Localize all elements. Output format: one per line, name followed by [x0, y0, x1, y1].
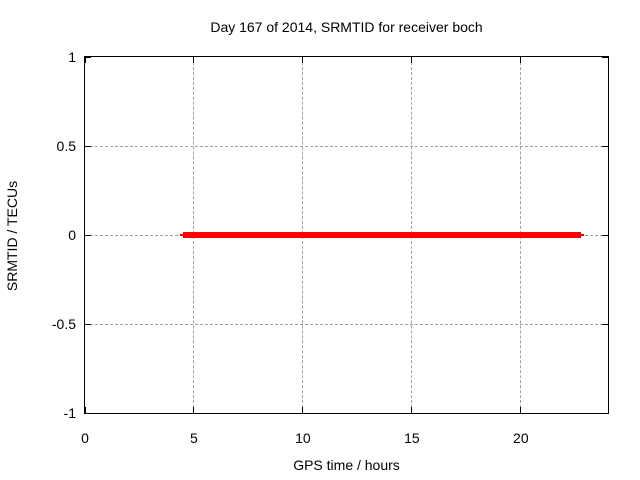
x-tick-top	[193, 57, 195, 63]
x-tick-top	[411, 57, 413, 63]
y-tick-right	[602, 234, 608, 236]
x-tick-label: 0	[81, 430, 89, 446]
x-tick-label: 5	[190, 430, 198, 446]
x-tick-top	[302, 57, 304, 63]
y-tick-label: -0.5	[51, 316, 76, 332]
y-tick-right	[602, 412, 608, 414]
y-tick-label: -1	[63, 405, 76, 421]
x-tick-bottom	[84, 407, 86, 413]
x-tick-label: 20	[513, 430, 529, 446]
x-tick-top	[84, 57, 86, 63]
y-tick-left	[85, 234, 91, 236]
chart-title: Day 167 of 2014, SRMTID for receiver boc…	[210, 19, 483, 35]
y-tick-right	[602, 56, 608, 58]
y-tick-left	[85, 323, 91, 325]
y-tick-label: 0.5	[56, 138, 76, 154]
x-axis-label: GPS time / hours	[293, 457, 400, 473]
x-tick-bottom	[193, 407, 195, 413]
y-gridline	[85, 145, 608, 147]
x-tick-bottom	[411, 407, 413, 413]
x-tick-bottom	[520, 407, 522, 413]
y-tick-right	[602, 323, 608, 325]
y-tick-label: 0	[68, 227, 76, 243]
y-tick-label: 1	[68, 49, 76, 65]
x-tick-bottom	[302, 407, 304, 413]
series-line-segment	[580, 234, 585, 236]
y-tick-left	[85, 56, 91, 58]
x-tick-top	[520, 57, 522, 63]
y-tick-left	[85, 145, 91, 147]
plot-area	[84, 56, 609, 414]
x-tick-label: 10	[295, 430, 311, 446]
x-tick-label: 15	[404, 430, 420, 446]
y-gridline	[85, 323, 608, 325]
series-line-segment	[179, 234, 184, 236]
series-line-segment	[183, 232, 581, 238]
y-tick-left	[85, 412, 91, 414]
y-tick-right	[602, 145, 608, 147]
